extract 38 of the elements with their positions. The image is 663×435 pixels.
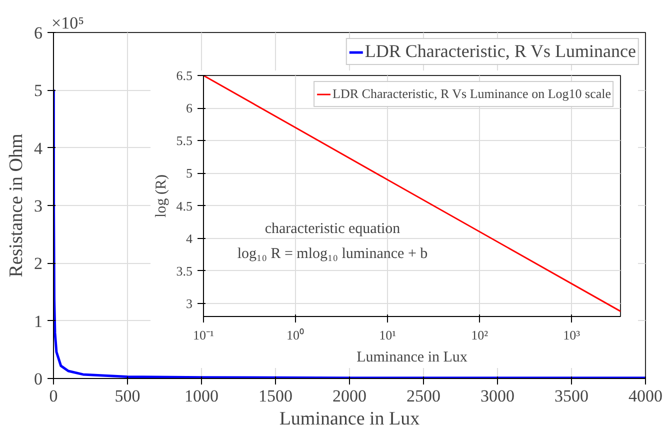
x-tick-label: 10³ [563,328,580,342]
y-tick-label: 5.5 [176,133,192,148]
legend-label: LDR Characteristic, R Vs Luminance [364,41,636,62]
x-tick-label: 0 [49,386,58,406]
x-tick-label: 10¹ [379,328,396,342]
x-axis-title: Luminance in Lux [356,350,468,366]
y-tick-label: 3 [186,296,192,311]
y-tick-label: 5 [186,166,192,181]
y-axis-title: log (R) [153,174,170,218]
x-axis-title: Luminance in Lux [279,408,420,430]
text: ×10⁵ [52,14,84,32]
x-tick-label: 1500 [258,386,292,406]
x-tick-label: 2500 [406,386,440,406]
x-tick-label: 3000 [480,386,514,406]
y-tick-label: 4.5 [176,198,192,214]
y-tick-label: 2 [34,254,42,274]
y-tick-label: 3.5 [176,263,192,278]
y-tick-label: 6 [186,100,193,116]
x-tick-label: 500 [114,386,140,406]
y-tick-label: 5 [34,81,42,100]
x-tick-label: 10⁰ [286,328,305,342]
y-tick-label: 3 [34,196,42,216]
legend-label: LDR Characteristic, R Vs Luminance on Log10 scale [332,86,611,102]
x-tick-label: 10² [471,328,488,342]
x-tick-label: 1000 [184,386,218,406]
y-tick-label: 1 [34,312,42,331]
y-tick-label: 4 [34,138,43,158]
annotation: characteristic equation [264,221,401,238]
y-tick-label: 6.5 [176,68,192,83]
y-axis-title: Resistance in Ohm [6,134,27,278]
y-tick-label: 4 [186,230,193,246]
x-tick-label: 4000 [628,386,662,406]
y-tick-label: 6 [34,24,42,42]
x-tick-label: 3500 [554,386,588,406]
x-tick-label: 2000 [332,386,366,406]
x-tick-label: 10⁻¹ [193,328,214,342]
y-tick-label: 0 [34,370,42,388]
annotation: log₁₀ R = mlog₁₀ luminance + b [237,246,428,262]
